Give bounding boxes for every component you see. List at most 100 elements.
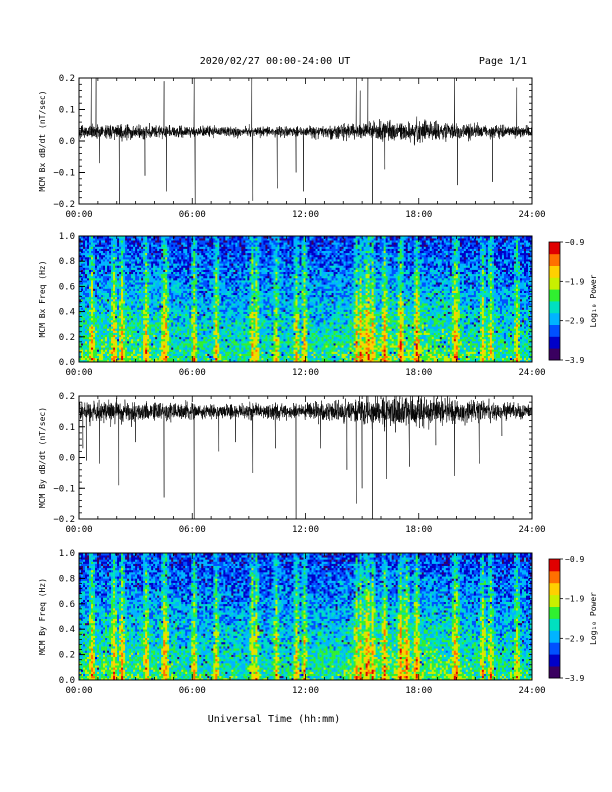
spectrogram-cell bbox=[143, 276, 145, 278]
spectrogram-cell bbox=[129, 244, 131, 246]
spectrogram-cell bbox=[143, 305, 145, 307]
spectrogram-cell bbox=[147, 307, 149, 309]
spectrogram-cell bbox=[91, 282, 93, 284]
spectrogram-cell bbox=[89, 326, 91, 328]
spectrogram-cell bbox=[107, 257, 109, 259]
spectrogram-cell bbox=[151, 345, 153, 347]
spectrogram-cell bbox=[117, 301, 119, 303]
spectrogram-cell bbox=[85, 301, 87, 303]
spectrogram-cell bbox=[81, 297, 83, 299]
spectrogram-cell bbox=[101, 352, 103, 354]
spectrogram-cell bbox=[101, 349, 103, 351]
spectrogram-cell bbox=[119, 257, 121, 259]
spectrogram-cell bbox=[119, 272, 121, 274]
spectrogram-cell bbox=[117, 358, 119, 360]
spectrogram-cell bbox=[123, 253, 125, 255]
spectrogram-cell bbox=[175, 326, 177, 328]
spectrogram-cell bbox=[89, 316, 91, 318]
spectrogram-cell bbox=[101, 307, 103, 309]
spectrogram-cell bbox=[125, 339, 127, 341]
spectrogram-cell bbox=[171, 291, 173, 293]
spectrogram-cell bbox=[147, 335, 149, 337]
spectrogram-cell bbox=[93, 280, 95, 282]
spectrogram-cell bbox=[127, 352, 129, 354]
spectrogram-cell bbox=[123, 312, 125, 314]
spectrogram-cell bbox=[91, 265, 93, 267]
spectrogram-cell bbox=[137, 286, 139, 288]
spectrogram-cell bbox=[155, 297, 157, 299]
spectrogram-cell bbox=[119, 354, 121, 356]
spectrogram-cell bbox=[149, 291, 151, 293]
spectrogram-cell bbox=[99, 335, 101, 337]
spectrogram-cell bbox=[103, 305, 105, 307]
spectrogram-cell bbox=[101, 299, 103, 301]
spectrogram-cell bbox=[141, 352, 143, 354]
spectrogram-cell bbox=[129, 316, 131, 318]
spectrogram-cell bbox=[175, 282, 177, 284]
spectrogram-cell bbox=[145, 280, 147, 282]
spectrogram-cell bbox=[105, 341, 107, 343]
spectrogram-cell bbox=[93, 259, 95, 261]
spectrogram-cell bbox=[113, 270, 115, 272]
spectrogram-cell bbox=[101, 255, 103, 257]
spectrogram-cell bbox=[157, 345, 159, 347]
spectrogram-cell bbox=[155, 299, 157, 301]
spectrogram-cell bbox=[95, 301, 97, 303]
spectrogram-cell bbox=[151, 331, 153, 333]
spectrogram-cell bbox=[97, 272, 99, 274]
spectrogram-cell bbox=[153, 257, 155, 259]
spectrogram-cell bbox=[103, 349, 105, 351]
spectrogram-cell bbox=[131, 320, 133, 322]
spectrogram-cell bbox=[129, 354, 131, 356]
spectrogram-cell bbox=[119, 282, 121, 284]
spectrogram-cell bbox=[101, 265, 103, 267]
spectrogram-cell bbox=[89, 352, 91, 354]
spectrogram-cell bbox=[147, 284, 149, 286]
spectrogram-cell bbox=[121, 265, 123, 267]
spectrogram-cell bbox=[139, 331, 141, 333]
spectrogram-cell bbox=[157, 326, 159, 328]
spectrogram-cell bbox=[85, 274, 87, 276]
spectrogram-cell bbox=[173, 297, 175, 299]
spectrogram-cell bbox=[153, 263, 155, 265]
spectrogram-cell bbox=[171, 276, 173, 278]
spectrogram-cell bbox=[157, 261, 159, 263]
spectrogram-cell bbox=[101, 282, 103, 284]
spectrogram-cell bbox=[137, 278, 139, 280]
spectrogram-cell bbox=[131, 318, 133, 320]
spectrogram-cell bbox=[85, 265, 87, 267]
spectrogram-cell bbox=[159, 295, 161, 297]
spectrogram-cell bbox=[111, 238, 113, 240]
spectrogram-cell bbox=[99, 276, 101, 278]
spectrogram-cell bbox=[155, 240, 157, 242]
spectrogram-cell bbox=[161, 249, 163, 251]
spectrogram-cell bbox=[111, 333, 113, 335]
spectrogram-cell bbox=[145, 265, 147, 267]
spectrogram-cell bbox=[113, 301, 115, 303]
spectrogram-cell bbox=[83, 324, 85, 326]
spectrogram-cell bbox=[173, 259, 175, 261]
spectrogram-cell bbox=[173, 305, 175, 307]
spectrogram-cell bbox=[81, 328, 83, 330]
spectrogram-cell bbox=[119, 238, 121, 240]
spectrogram-cell bbox=[89, 343, 91, 345]
spectrogram-cell bbox=[81, 307, 83, 309]
spectrogram-cell bbox=[143, 259, 145, 261]
spectrogram-cell bbox=[171, 263, 173, 265]
spectrogram-cell bbox=[171, 265, 173, 267]
spectrogram-cell bbox=[143, 299, 145, 301]
spectrogram-cell bbox=[135, 320, 137, 322]
spectrogram-cell bbox=[141, 261, 143, 263]
spectrogram-cell bbox=[157, 274, 159, 276]
spectrogram-cell bbox=[81, 249, 83, 251]
spectrogram-cell bbox=[157, 265, 159, 267]
spectrogram-cell bbox=[145, 276, 147, 278]
spectrogram-cell bbox=[173, 253, 175, 255]
spectrogram-cell bbox=[109, 255, 111, 257]
spectrogram-cell bbox=[145, 324, 147, 326]
spectrogram-cell bbox=[117, 322, 119, 324]
spectrogram-cell bbox=[121, 358, 123, 360]
spectrogram-cell bbox=[95, 297, 97, 299]
panel-2: −0.9−1.9−2.9−3.9Log₁₀ Power00:00 06:00 12:… bbox=[38, 232, 598, 378]
spectrogram-cell bbox=[157, 282, 159, 284]
